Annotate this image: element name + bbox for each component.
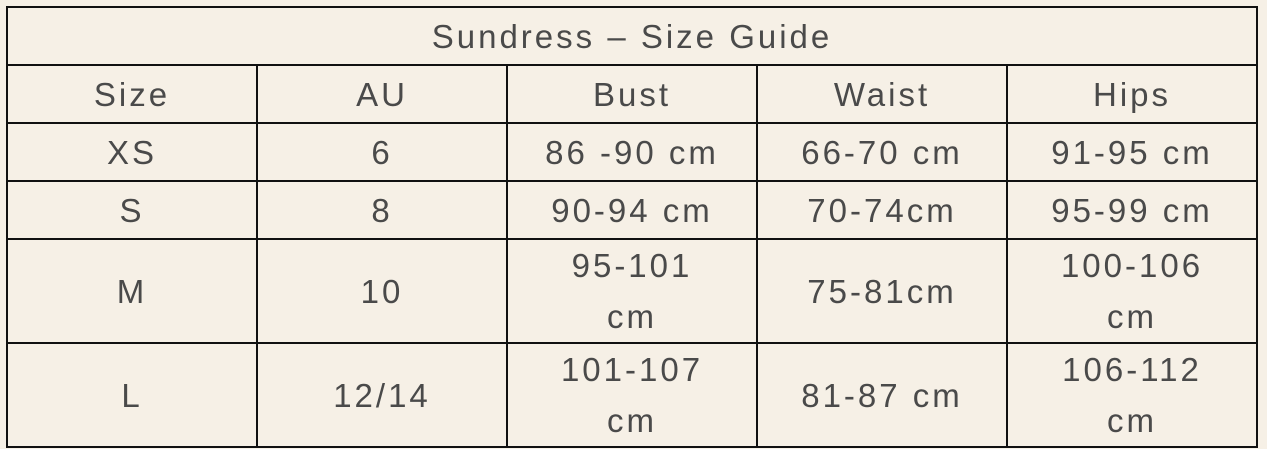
cell: 10 — [256, 238, 508, 344]
header-row: Size AU Bust Waist Hips — [6, 64, 1258, 124]
cell-text: 100-106 cm — [1060, 247, 1204, 335]
cell: 106-112 cm — [1006, 342, 1258, 448]
table-row: XS 6 86 -90 cm 66-70 cm 91-95 cm — [6, 122, 1258, 182]
cell: 90-94 cm — [506, 180, 758, 240]
cell-text: 101-107 cm — [560, 351, 704, 439]
header-hips: Hips — [1006, 64, 1258, 124]
header-size: Size — [6, 64, 258, 124]
cell: 8 — [256, 180, 508, 240]
table-row: L 12/14 101-107 cm 81-87 cm 106-112 cm — [6, 342, 1258, 448]
cell: 95-101 cm — [506, 238, 758, 344]
cell: 6 — [256, 122, 508, 182]
cell: 66-70 cm — [756, 122, 1008, 182]
cell: 95-99 cm — [1006, 180, 1258, 240]
header-waist: Waist — [756, 64, 1008, 124]
table-row: S 8 90-94 cm 70-74cm 95-99 cm — [6, 180, 1258, 240]
cell: 86 -90 cm — [506, 122, 758, 182]
cell-text: 106-112 cm — [1062, 351, 1202, 439]
cell: 75-81cm — [756, 238, 1008, 344]
cell: 101-107 cm — [506, 342, 758, 448]
size-guide-table: Sundress – Size Guide Size AU Bust Waist… — [6, 6, 1258, 448]
cell: S — [6, 180, 258, 240]
cell-text: 95-101 cm — [571, 247, 693, 335]
cell: 70-74cm — [756, 180, 1008, 240]
table-title: Sundress – Size Guide — [6, 6, 1258, 66]
cell: 100-106 cm — [1006, 238, 1258, 344]
cell: 81-87 cm — [756, 342, 1008, 448]
cell: M — [6, 238, 258, 344]
cell: XS — [6, 122, 258, 182]
cell: L — [6, 342, 258, 448]
cell: 12/14 — [256, 342, 508, 448]
cell: 91-95 cm — [1006, 122, 1258, 182]
header-au: AU — [256, 64, 508, 124]
table-row: M 10 95-101 cm 75-81cm 100-106 cm — [6, 238, 1258, 344]
header-bust: Bust — [506, 64, 758, 124]
